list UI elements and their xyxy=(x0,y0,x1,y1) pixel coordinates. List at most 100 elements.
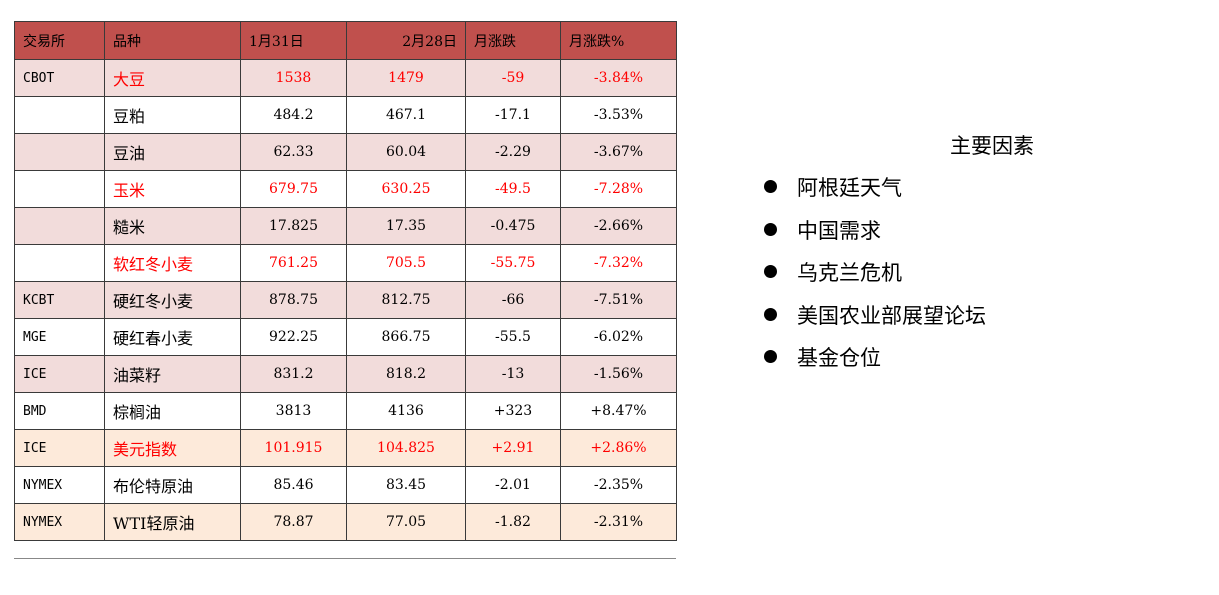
product-cell: 糙米 xyxy=(104,207,241,245)
product-cell: 油菜籽 xyxy=(104,355,241,393)
header-product: 品种 xyxy=(104,21,241,60)
factor-item: 中国需求 xyxy=(758,215,1178,258)
jan31-price-cell: 761.25 xyxy=(240,244,347,282)
product-cell: 豆油 xyxy=(104,133,241,171)
jan31-price-cell: 922.25 xyxy=(240,318,347,356)
product-cell: 硬红春小麦 xyxy=(104,318,241,356)
table-row: 软红冬小麦 761.25 705.5 -55.75 -7.32% xyxy=(14,244,677,282)
table-row: ICE 美元指数 101.915 104.825 +2.91 +2.86% xyxy=(14,429,677,467)
header-exchange: 交易所 xyxy=(14,21,105,60)
feb28-price-cell: 83.45 xyxy=(346,466,466,504)
monthly-change-cell: -17.1 xyxy=(465,96,561,134)
key-factors-panel: 主要因素 阿根廷天气中国需求乌克兰危机美国农业部展望论坛 基金仓位 xyxy=(758,130,1178,385)
exchange-cell: NYMEX xyxy=(14,503,105,541)
table-body: CBOT 大豆 1538 1479 -59 -3.84% 豆粕 484.2 467.1 -17.1… xyxy=(14,59,677,541)
monthly-change-pct-cell: -3.67% xyxy=(560,133,677,171)
jan31-price-cell: 1538 xyxy=(240,59,347,97)
monthly-change-cell: -49.5 xyxy=(465,170,561,208)
feb28-price-cell: 866.75 xyxy=(346,318,466,356)
feb28-price-cell: 812.75 xyxy=(346,281,466,319)
monthly-change-cell: -1.82 xyxy=(465,503,561,541)
header-jan31: 1月31日 xyxy=(240,21,347,60)
monthly-change-pct-cell: +2.86% xyxy=(560,429,677,467)
exchange-cell xyxy=(14,170,105,208)
monthly-change-cell: +2.91 xyxy=(465,429,561,467)
jan31-price-cell: 484.2 xyxy=(240,96,347,134)
factor-text: 基金仓位 xyxy=(797,346,881,370)
monthly-change-cell: -0.475 xyxy=(465,207,561,245)
table-row: CBOT 大豆 1538 1479 -59 -3.84% xyxy=(14,59,677,97)
factor-text: 中国需求 xyxy=(797,218,881,243)
exchange-cell: BMD xyxy=(14,392,105,430)
jan31-price-cell: 85.46 xyxy=(240,466,347,504)
exchange-cell xyxy=(14,133,105,171)
exchange-cell: ICE xyxy=(14,355,105,393)
jan31-price-cell: 101.915 xyxy=(240,429,347,467)
table-row: 豆粕 484.2 467.1 -17.1 -3.53% xyxy=(14,96,677,134)
key-factors-title: 主要因素 xyxy=(950,134,1034,158)
jan31-price-cell: 679.75 xyxy=(240,170,347,208)
table-row: 糙米 17.825 17.35 -0.475 -2.66% xyxy=(14,207,677,245)
exchange-cell: MGE xyxy=(14,318,105,356)
price-change-table: 交易所 品种 1月31日 2月28日 月涨跌 月涨跌% CBOT 大豆 1538 14… xyxy=(14,21,677,541)
table-row: MGE 硬红春小麦 922.25 866.75 -55.5 -6.02% xyxy=(14,318,677,356)
header-feb28: 2月28日 xyxy=(346,21,466,60)
feb28-price-cell: 17.35 xyxy=(346,207,466,245)
exchange-cell xyxy=(14,244,105,282)
table-row: NYMEX WTI轻原油 78.87 77.05 -1.82 -2.31% xyxy=(14,503,677,541)
monthly-change-cell: -2.29 xyxy=(465,133,561,171)
feb28-price-cell: 60.04 xyxy=(346,133,466,171)
product-cell: 美元指数 xyxy=(104,429,241,467)
monthly-change-pct-cell: -2.66% xyxy=(560,207,677,245)
bullet-icon xyxy=(764,222,777,236)
table-row: BMD 棕榈油 3813 4136 +323 +8.47% xyxy=(14,392,677,430)
jan31-price-cell: 831.2 xyxy=(240,355,347,393)
monthly-change-pct-cell: -7.51% xyxy=(560,281,677,319)
exchange-cell: ICE xyxy=(14,429,105,467)
monthly-change-pct-cell: -3.53% xyxy=(560,96,677,134)
feb28-price-cell: 4136 xyxy=(346,392,466,430)
exchange-cell: KCBT xyxy=(14,281,105,319)
feb28-price-cell: 467.1 xyxy=(346,96,466,134)
bullet-icon xyxy=(764,265,777,278)
exchange-cell xyxy=(14,207,105,245)
factor-text: 乌克兰危机 xyxy=(797,261,902,285)
exchange-cell: CBOT xyxy=(14,59,105,97)
exchange-cell: NYMEX xyxy=(14,466,105,504)
product-cell: 布伦特原油 xyxy=(104,466,241,504)
header-monthly-change-pct: 月涨跌% xyxy=(560,21,677,60)
monthly-change-cell: -55.75 xyxy=(465,244,561,282)
monthly-change-cell: -13 xyxy=(465,355,561,393)
monthly-change-pct-cell: -3.84% xyxy=(560,59,677,97)
factor-text: 阿根廷天气 xyxy=(797,176,902,200)
bullet-icon xyxy=(764,180,777,193)
monthly-change-pct-cell: -7.28% xyxy=(560,170,677,208)
table-row: ICE 油菜籽 831.2 818.2 -13 -1.56% xyxy=(14,355,677,393)
exchange-cell xyxy=(14,96,105,134)
monthly-change-pct-cell: -2.35% xyxy=(560,466,677,504)
jan31-price-cell: 17.825 xyxy=(240,207,347,245)
product-cell: 玉米 xyxy=(104,170,241,208)
feb28-price-cell: 77.05 xyxy=(346,503,466,541)
product-cell: WTI轻原油 xyxy=(104,503,241,541)
header-monthly-change: 月涨跌 xyxy=(465,21,561,60)
monthly-change-pct-cell: -6.02% xyxy=(560,318,677,356)
monthly-change-pct-cell: +8.47% xyxy=(560,392,677,430)
factor-text: 美国农业部展望论坛 xyxy=(797,303,986,328)
bullet-icon xyxy=(764,307,777,321)
table-bottom-border xyxy=(14,558,676,559)
factor-item: 乌克兰危机 xyxy=(758,257,1178,300)
monthly-change-cell: +323 xyxy=(465,392,561,430)
monthly-change-pct-cell: -1.56% xyxy=(560,355,677,393)
table-header-row: 交易所 品种 1月31日 2月28日 月涨跌 月涨跌% xyxy=(14,21,677,60)
table-row: 豆油 62.33 60.04 -2.29 -3.67% xyxy=(14,133,677,171)
bullet-icon xyxy=(764,350,777,363)
feb28-price-cell: 1479 xyxy=(346,59,466,97)
factor-item: 基金仓位 xyxy=(758,342,1178,385)
product-cell: 棕榈油 xyxy=(104,392,241,430)
monthly-change-pct-cell: -7.32% xyxy=(560,244,677,282)
jan31-price-cell: 878.75 xyxy=(240,281,347,319)
monthly-change-cell: -2.01 xyxy=(465,466,561,504)
feb28-price-cell: 630.25 xyxy=(346,170,466,208)
jan31-price-cell: 62.33 xyxy=(240,133,347,171)
